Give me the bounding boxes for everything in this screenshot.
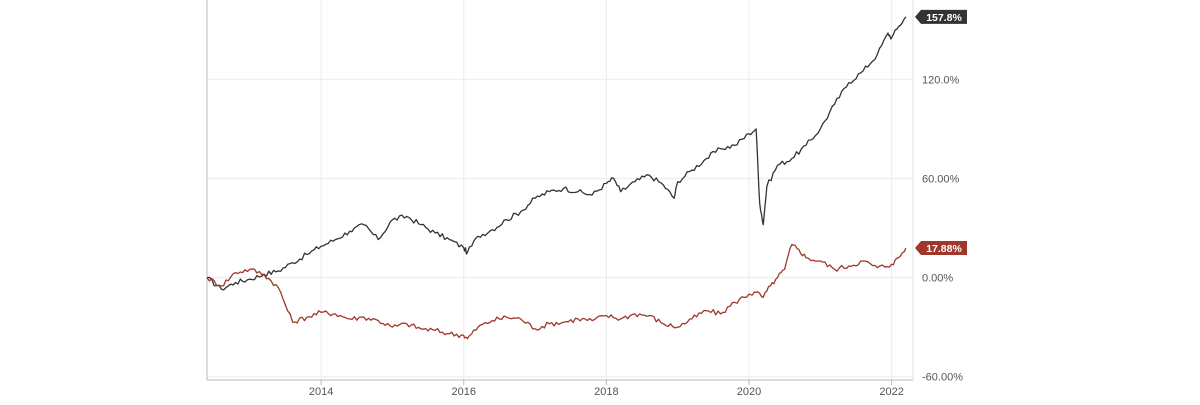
end-label-badge-1	[915, 241, 967, 256]
x-tick-label: 2022	[879, 386, 903, 398]
y-tick-label: 120.0%	[922, 74, 960, 86]
series-layer	[206, 16, 907, 340]
series-line-1	[206, 243, 907, 340]
grid	[207, 0, 913, 380]
end-label-text-0: 157.8%	[926, 12, 962, 24]
x-tick-label: 2020	[737, 386, 761, 398]
series-line-0	[206, 16, 907, 291]
x-tick-label: 2016	[451, 386, 475, 398]
end-label-text-1: 17.88%	[926, 243, 962, 255]
y-tick-label: -60.00%	[922, 372, 963, 384]
end-labels: 157.8% 17.88%	[915, 9, 967, 256]
x-tick-label: 2014	[309, 386, 333, 398]
axes: 120.0% 60.00% 0.00% -60.00% 2014 2016 2018 2020…	[206, 0, 963, 398]
y-tick-label: 0.00%	[922, 273, 953, 285]
end-label-badge-0	[915, 9, 967, 24]
x-tick-label: 2018	[594, 386, 618, 398]
y-tick-label: 60.00%	[922, 173, 960, 185]
